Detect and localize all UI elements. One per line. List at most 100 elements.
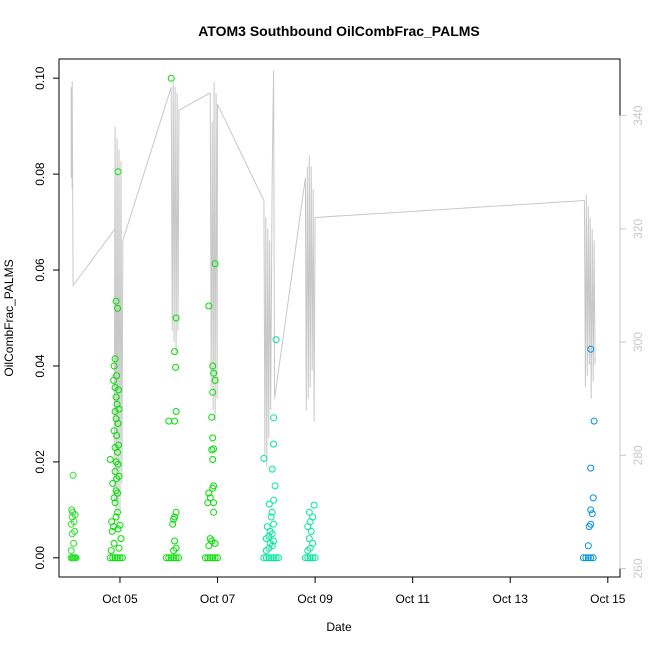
data-point-2-7	[172, 544, 180, 552]
data-point-5-2	[306, 554, 314, 562]
data-point-1-45	[114, 304, 121, 312]
data-point-1-42	[113, 372, 121, 380]
data-point-0-5	[72, 554, 80, 562]
data-point-2-1	[165, 554, 173, 562]
data-point-1-34	[112, 415, 120, 423]
data-point-3-17	[209, 456, 217, 463]
data-point-2-2	[167, 554, 175, 562]
data-point-6-11	[587, 464, 595, 472]
data-point-4-11	[270, 537, 278, 545]
data-point-2-13	[165, 417, 173, 425]
y-axis-label: OilCombFrac_PALMS	[2, 259, 16, 376]
data-point-4-21	[270, 496, 278, 504]
data-point-1-23	[115, 472, 123, 480]
data-point-3-21	[208, 413, 216, 421]
data-point-1-6	[107, 547, 115, 555]
data-point-4-0	[260, 554, 268, 562]
data-point-4-16	[263, 523, 271, 531]
data-point-3-3	[209, 554, 217, 562]
data-point-4-17	[270, 520, 278, 528]
data-point-1-13	[116, 521, 124, 529]
data-point-3-25	[209, 362, 217, 370]
data-point-1-10	[108, 527, 116, 535]
data-point-3-27	[211, 260, 219, 268]
data-point-0-16	[69, 471, 77, 479]
data-point-1-43	[110, 362, 118, 370]
data-point-1-37	[113, 400, 121, 408]
data-point-3-14	[205, 489, 213, 497]
x-tick-label-4: Oct 13	[493, 592, 529, 606]
data-point-2-9	[169, 520, 177, 528]
data-point-0-6	[67, 547, 75, 555]
data-point-4-26	[270, 414, 278, 422]
data-point-1-3	[114, 554, 121, 562]
data-point-4-25	[270, 440, 278, 448]
data-point-6-8	[588, 510, 596, 518]
data-point-2-3	[170, 554, 178, 562]
data-point-1-26	[106, 456, 114, 463]
data-point-3-26	[205, 302, 213, 310]
data-point-5-0	[301, 554, 309, 562]
data-point-6-3	[587, 554, 595, 562]
x-tick-label-2: Oct 09	[297, 592, 333, 606]
y2-tick-label-0: 260	[631, 558, 645, 578]
data-point-1-22	[113, 475, 121, 483]
data-point-4-18	[267, 513, 275, 521]
data-point-6-12	[590, 417, 598, 425]
data-point-6-13	[587, 345, 595, 353]
data-point-5-7	[309, 539, 317, 547]
data-point-1-21	[109, 480, 117, 487]
y-tick-label-0: 0.00	[33, 546, 47, 570]
data-point-1-0	[106, 554, 114, 562]
data-point-6-7	[587, 520, 595, 528]
data-point-3-13	[206, 494, 214, 502]
chart-title: ATOM3 Southbound OilCombFrac_PALMS	[198, 23, 480, 39]
x-tick-label-1: Oct 07	[200, 592, 236, 606]
data-point-1-15	[112, 513, 120, 521]
y2-tick-label-2: 300	[631, 332, 645, 352]
data-point-1-20	[112, 487, 120, 495]
data-point-1-27	[112, 458, 120, 466]
data-point-4-1	[262, 554, 270, 562]
data-point-2-16	[172, 363, 180, 371]
y2-tick-label-1: 280	[631, 445, 645, 465]
data-point-0-8	[68, 530, 76, 538]
data-point-6-1	[582, 554, 590, 562]
data-point-4-22	[271, 482, 279, 490]
data-point-3-8	[211, 539, 219, 547]
data-point-3-5	[214, 554, 221, 562]
data-point-0-7	[70, 539, 78, 547]
data-point-4-24	[260, 455, 268, 462]
data-point-4-27	[272, 336, 280, 344]
data-point-6-0	[579, 554, 587, 562]
x-axis: Oct 05 Oct 07 Oct 09 Oct 11 Oct 13 Oct 15	[102, 576, 626, 606]
y2-tick-label-3: 320	[631, 218, 645, 238]
data-point-1-9	[117, 535, 125, 543]
secondary-series-layer	[70, 70, 596, 524]
data-point-1-30	[115, 441, 122, 449]
data-point-3-20	[209, 434, 217, 442]
data-point-1-2	[111, 554, 119, 562]
data-point-5-8	[305, 535, 313, 543]
data-point-1-36	[115, 405, 123, 413]
data-point-5-9	[307, 527, 315, 535]
data-point-2-0	[162, 554, 170, 562]
data-point-4-19	[268, 508, 276, 516]
data-point-3-16	[210, 482, 218, 490]
y-axis: 0.00 0.02 0.04 0.06 0.08 0.10	[33, 66, 60, 570]
data-point-1-7	[115, 544, 123, 552]
data-point-6-4	[589, 554, 597, 562]
data-point-1-38	[112, 393, 120, 401]
data-point-4-23	[268, 465, 276, 473]
data-point-1-47	[114, 168, 122, 176]
data-point-4-3	[267, 554, 275, 562]
data-point-2-8	[171, 537, 179, 545]
y2-axis: 260 280 300 320 340	[619, 105, 645, 579]
data-point-2-12	[172, 508, 180, 516]
data-point-2-17	[171, 348, 179, 356]
x-axis-label: Date	[326, 620, 352, 634]
data-point-1-33	[114, 420, 122, 427]
data-point-5-14	[310, 501, 318, 509]
x-tick-label-0: Oct 05	[102, 592, 138, 606]
